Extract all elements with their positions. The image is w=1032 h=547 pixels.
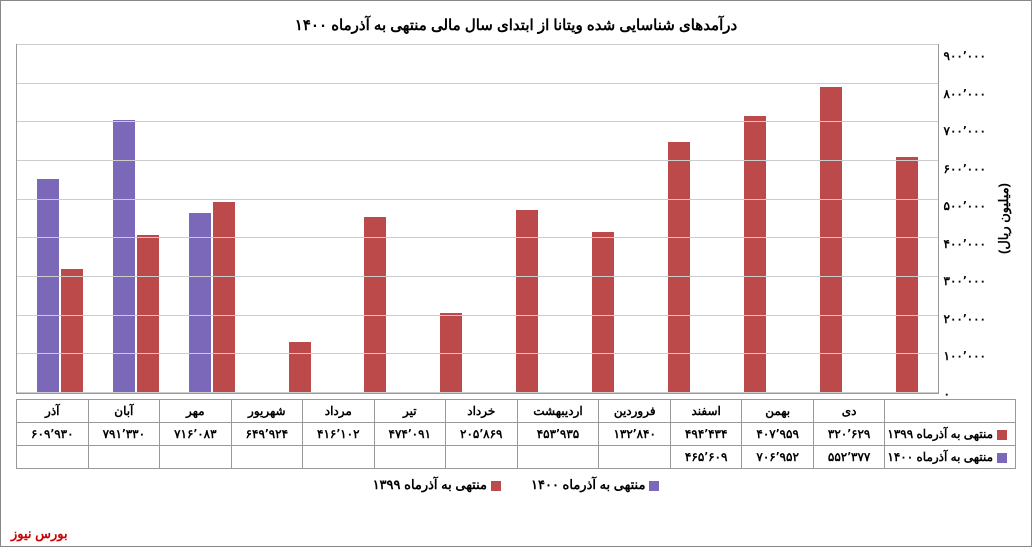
bar <box>744 116 766 393</box>
table-cell <box>17 446 89 469</box>
legend-item: منتهی به آذرماه ۱۳۹۹ <box>373 477 501 493</box>
month-header: آبان <box>88 400 159 423</box>
table-cell: ۶۴۹٬۹۲۴ <box>231 423 302 446</box>
table-cell <box>446 446 517 469</box>
table-cell: ۲۰۵٬۸۶۹ <box>446 423 517 446</box>
month-header: فروردین <box>599 400 670 423</box>
bar <box>668 142 690 393</box>
bar-group <box>174 45 250 393</box>
y-tick: ۳۰۰٬۰۰۰ <box>944 275 987 287</box>
bar <box>37 179 59 393</box>
grid-line <box>17 237 938 238</box>
bar-group <box>326 45 402 393</box>
y-tick: ۹۰۰٬۰۰۰ <box>944 50 987 62</box>
legend-item: منتهی به آذرماه ۱۴۰۰ <box>531 477 659 493</box>
bar-group <box>250 45 326 393</box>
bar <box>364 217 386 393</box>
table-cell: ۳۲۰٬۶۲۹ <box>813 423 884 446</box>
data-table: دیبهمناسفندفروردیناردیبهشتخردادتیرمردادش… <box>16 399 1016 469</box>
table-cell: ۴۶۵٬۶۰۹ <box>670 446 741 469</box>
table-cell <box>160 446 231 469</box>
table-corner <box>885 400 1016 423</box>
table-cell: ۴۷۴٬۰۹۱ <box>374 423 445 446</box>
footer-brand: بورس نیوز <box>11 526 68 542</box>
y-tick: ۵۰۰٬۰۰۰ <box>944 200 987 212</box>
grid-line <box>17 160 938 161</box>
y-tick: ۸۰۰٬۰۰۰ <box>944 88 987 100</box>
legend-marker <box>997 430 1007 440</box>
month-header: تیر <box>374 400 445 423</box>
bar <box>213 202 235 393</box>
table-cell: ۱۳۲٬۸۴۰ <box>599 423 670 446</box>
y-axis: ۹۰۰٬۰۰۰ ۸۰۰٬۰۰۰ ۷۰۰٬۰۰۰ ۶۰۰٬۰۰۰ ۵۰۰٬۰۰۰ ۴۰۰٬۰… <box>939 44 992 394</box>
chart-title: درآمدهای شناسایی شده ویتانا از ابتدای سا… <box>16 16 1016 34</box>
legend-marker <box>491 481 501 491</box>
bar-group <box>705 45 781 393</box>
series-label: منتهی به آذرماه ۱۴۰۰ <box>885 446 1016 469</box>
y-axis-label: (میلیون ریال) <box>991 44 1016 394</box>
grid-line <box>17 276 938 277</box>
bar <box>61 269 83 393</box>
table-cell: ۴۱۶٬۱۰۲ <box>303 423 374 446</box>
month-header: اسفند <box>670 400 741 423</box>
table-cell: ۵۵۲٬۳۷۷ <box>813 446 884 469</box>
table-cell <box>231 446 302 469</box>
grid-line <box>17 315 938 316</box>
month-header: بهمن <box>742 400 813 423</box>
month-header: مرداد <box>303 400 374 423</box>
bar-group <box>401 45 477 393</box>
month-header: خرداد <box>446 400 517 423</box>
bar <box>289 342 311 393</box>
month-header: اردیبهشت <box>517 400 599 423</box>
y-tick: ۲۰۰٬۰۰۰ <box>944 313 987 325</box>
y-tick: ۶۰۰٬۰۰۰ <box>944 163 987 175</box>
bar <box>592 232 614 393</box>
y-tick: ۱۰۰٬۰۰۰ <box>944 350 987 362</box>
table-cell: ۴۵۳٬۹۳۵ <box>517 423 599 446</box>
plot-area <box>16 44 939 394</box>
table-cell: ۷۱۶٬۰۸۳ <box>160 423 231 446</box>
month-header: مهر <box>160 400 231 423</box>
table-cell <box>517 446 599 469</box>
bar-group <box>781 45 857 393</box>
table-cell <box>374 446 445 469</box>
bar-group <box>477 45 553 393</box>
table-cell: ۷۰۶٬۹۵۲ <box>742 446 813 469</box>
legend-marker <box>997 453 1007 463</box>
month-header: شهریور <box>231 400 302 423</box>
bar <box>189 213 211 393</box>
table-cell: ۶۰۹٬۹۳۰ <box>17 423 89 446</box>
bar-group <box>629 45 705 393</box>
y-tick: ۷۰۰٬۰۰۰ <box>944 125 987 137</box>
table-cell: ۷۹۱٬۳۳۰ <box>88 423 159 446</box>
grid-line <box>17 121 938 122</box>
table-cell <box>599 446 670 469</box>
y-tick: ۴۰۰٬۰۰۰ <box>944 238 987 250</box>
bar-group <box>22 45 98 393</box>
grid-line <box>17 83 938 84</box>
series-label: منتهی به آذرماه ۱۳۹۹ <box>885 423 1016 446</box>
chart-container: درآمدهای شناسایی شده ویتانا از ابتدای سا… <box>0 0 1032 547</box>
bar-group <box>553 45 629 393</box>
grid-line <box>17 353 938 354</box>
bar <box>820 87 842 393</box>
grid-line <box>17 44 938 45</box>
table-cell: ۴۹۴٬۴۳۴ <box>670 423 741 446</box>
legend: منتهی به آذرماه ۱۴۰۰ منتهی به آذرماه ۱۳۹۹ <box>16 477 1016 493</box>
bars-container <box>17 45 938 393</box>
grid-line <box>17 199 938 200</box>
bar-group <box>857 45 933 393</box>
table-cell <box>88 446 159 469</box>
chart-body: (میلیون ریال) ۹۰۰٬۰۰۰ ۸۰۰٬۰۰۰ ۷۰۰٬۰۰۰ ۶۰۰٬۰… <box>16 44 1016 394</box>
table-cell <box>303 446 374 469</box>
month-header: دی <box>813 400 884 423</box>
month-header: آذر <box>17 400 89 423</box>
y-tick: ۰ <box>944 388 950 400</box>
legend-marker <box>649 481 659 491</box>
table-cell: ۴۰۷٬۹۵۹ <box>742 423 813 446</box>
bar-group <box>98 45 174 393</box>
grid-line <box>17 392 938 393</box>
